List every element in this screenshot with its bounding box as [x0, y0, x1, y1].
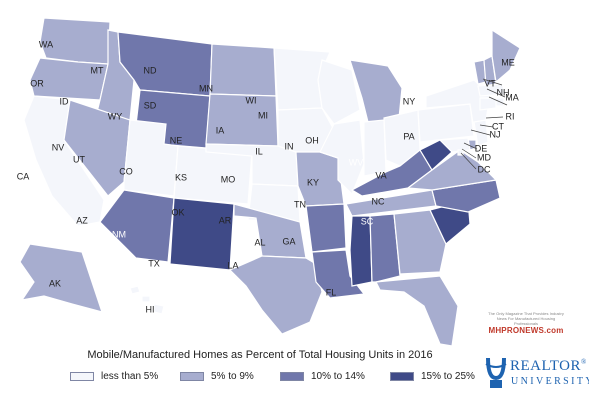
- state-al: [369, 213, 401, 283]
- legend-swatch: [70, 371, 94, 381]
- state-mo: [295, 151, 345, 207]
- state-ct: [479, 97, 497, 111]
- state-nv: [63, 99, 131, 197]
- state-label-pa: PA: [403, 131, 414, 141]
- state-fl: [375, 275, 459, 347]
- state-ak: [19, 243, 103, 313]
- state-label-me: ME: [501, 57, 515, 67]
- state-label-vt: VT: [484, 78, 496, 88]
- state-labels: WA OR CA ID NV MT WY UT CO AZ NM ND SD NE KS OK TX MN IA MO…: [17, 39, 519, 314]
- state-label-ri: RI: [506, 111, 515, 121]
- state-la: [311, 249, 366, 299]
- legend-label: less than 5%: [101, 370, 159, 382]
- state-label-mo: MO: [221, 174, 236, 184]
- state-ga: [393, 209, 447, 275]
- legend-item-5-to-9: 5% to 9%: [180, 369, 254, 383]
- state-label-wy: WY: [108, 111, 123, 121]
- state-il: [319, 119, 365, 196]
- state-md: [438, 137, 471, 153]
- legend-item-10-to-14: 10% to 14%: [280, 369, 365, 383]
- state-label-id: ID: [60, 96, 70, 106]
- state-label-ks: KS: [175, 172, 187, 182]
- brand-sub: UNIVERSITY: [511, 376, 589, 387]
- state-label-ak: AK: [49, 278, 61, 288]
- state-label-al: AL: [254, 237, 265, 247]
- state-ma: [477, 83, 507, 97]
- state-label-ut: UT: [73, 154, 85, 164]
- legend-label: 15% to 25%: [421, 370, 475, 382]
- state-label-nh: NH: [497, 87, 510, 97]
- brand-reg: ®: [581, 358, 587, 366]
- legend-item-less-than-5: less than 5%: [70, 369, 158, 383]
- state-label-nm: NM: [112, 229, 126, 239]
- state-label-hi: HI: [146, 304, 155, 314]
- state-label-mn: MN: [199, 83, 213, 93]
- legend-swatch: [390, 371, 414, 381]
- state-label-ia: IA: [216, 125, 225, 135]
- watermark-tagline: The Only Magazine That Provides Industry…: [488, 311, 564, 326]
- state-label-de: DE: [475, 143, 488, 153]
- state-label-co: CO: [119, 166, 133, 176]
- state-label-ne: NE: [170, 135, 183, 145]
- state-label-sc: SC: [361, 216, 374, 226]
- state-label-wi: WI: [246, 95, 257, 105]
- state-label-az: AZ: [76, 215, 88, 225]
- state-pa: [417, 103, 475, 143]
- state-hi: [129, 285, 165, 315]
- state-label-ma: MA: [505, 92, 519, 102]
- state-ar: [305, 203, 347, 253]
- state-label-dc: DC: [478, 164, 491, 174]
- state-ms: [349, 215, 373, 287]
- legend-swatch: [280, 371, 304, 381]
- state-label-tx: TX: [148, 258, 160, 268]
- state-label-or: OR: [30, 78, 44, 88]
- state-label-va: VA: [375, 170, 386, 180]
- legend-swatch: [180, 371, 204, 381]
- state-label-nv: NV: [52, 142, 65, 152]
- state-label-ca: CA: [17, 171, 30, 181]
- state-label-ny: NY: [403, 96, 416, 106]
- state-nj: [473, 119, 489, 147]
- state-me: [491, 28, 521, 84]
- state-label-wv: WV: [349, 157, 364, 167]
- state-label-ct: CT: [492, 121, 504, 131]
- realtor-r-icon: [485, 357, 507, 388]
- state-label-ms: MS: [234, 243, 248, 253]
- realtor-university-logo: REALTOR® UNIVERSITY: [484, 352, 589, 396]
- state-label-il: IL: [255, 146, 263, 156]
- legend-label: 10% to 14%: [311, 370, 365, 382]
- map-title: Mobile/Manufactured Homes as Percent of …: [87, 349, 433, 361]
- state-label-tn: TN: [294, 199, 306, 209]
- watermark-logo: MHPRONEWS.com: [488, 326, 564, 335]
- state-label-la: LA: [227, 260, 238, 270]
- state-label-fl: FL: [326, 287, 337, 297]
- legend: less than 5% 5% to 9% 10% to 14% 15% to …: [70, 369, 500, 385]
- states-layer: [19, 17, 521, 347]
- brand-name: REALTOR: [510, 358, 582, 374]
- state-az: [99, 189, 175, 263]
- state-label-sd: SD: [144, 100, 157, 110]
- state-label-wa: WA: [39, 39, 53, 49]
- state-label-mt: MT: [91, 65, 104, 75]
- state-label-ga: GA: [282, 236, 295, 246]
- state-label-nd: ND: [144, 65, 157, 75]
- state-label-mi: MI: [258, 110, 268, 120]
- state-label-md: MD: [477, 152, 491, 162]
- state-label-in: IN: [285, 141, 294, 151]
- mhpronews-watermark: The Only Magazine That Provides Industry…: [486, 311, 566, 335]
- state-label-oh: OH: [305, 135, 319, 145]
- legend-label: 5% to 9%: [211, 370, 254, 382]
- legend-item-15-to-25: 15% to 25%: [390, 369, 475, 383]
- state-label-nj: NJ: [490, 129, 501, 139]
- state-label-ky: KY: [307, 177, 319, 187]
- state-in: [363, 119, 387, 177]
- state-label-ok: OK: [171, 207, 184, 217]
- state-label-nc: NC: [372, 196, 385, 206]
- leader-lines: [460, 78, 508, 170]
- state-tx: [228, 255, 323, 335]
- state-nd: [209, 43, 277, 97]
- state-label-ar: AR: [219, 215, 232, 225]
